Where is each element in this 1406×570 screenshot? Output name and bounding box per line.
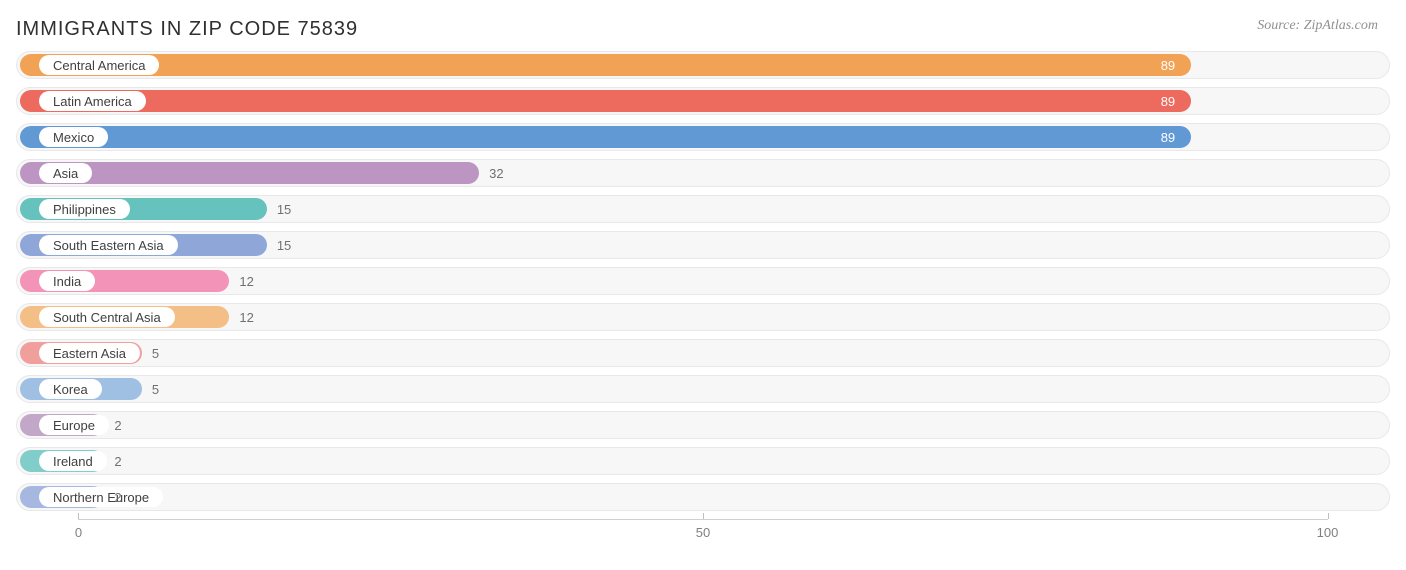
bar-value: 5 (152, 340, 159, 366)
bar-value: 5 (152, 376, 159, 402)
bar-row: Europe2 (16, 411, 1390, 439)
bar-row: Ireland 2 (16, 447, 1390, 475)
bar-row: Central America 89 (16, 51, 1390, 79)
bar-label: Asia (39, 163, 92, 183)
bar-fill (20, 54, 1191, 76)
axis-tick-label: 100 (1317, 525, 1339, 540)
chart-area: Central America 89 Latin America 89 Mexico 89… (0, 51, 1406, 549)
chart-header: IMMIGRANTS IN ZIP CODE 75839 Source: Zip… (0, 0, 1406, 51)
bar-label: Philippines (39, 199, 130, 219)
bar-value: 12 (239, 304, 253, 330)
bar-label: Mexico (39, 127, 108, 147)
axis-tick (78, 513, 79, 519)
bar-row: Eastern Asia 5 (16, 339, 1390, 367)
axis-tick (1328, 513, 1329, 519)
bars-container: Central America 89 Latin America 89 Mexico 89… (16, 51, 1390, 511)
bar-value: 89 (1161, 52, 1175, 78)
bar-label: Central America (39, 55, 159, 75)
bar-value: 2 (114, 412, 121, 438)
bar-value: 89 (1161, 124, 1175, 150)
bar-value: 89 (1161, 88, 1175, 114)
bar-label: South Eastern Asia (39, 235, 178, 255)
bar-label: Latin America (39, 91, 146, 111)
bar-row: Northern Europe2 (16, 483, 1390, 511)
axis-tick (703, 513, 704, 519)
bar-label: India (39, 271, 95, 291)
bar-label: Northern Europe (39, 487, 163, 507)
bar-value: 15 (277, 232, 291, 258)
bar-row: Korea 5 (16, 375, 1390, 403)
bar-row: South Central Asia 12 (16, 303, 1390, 331)
bar-value: 32 (489, 160, 503, 186)
bar-label: South Central Asia (39, 307, 175, 327)
bar-label: Europe (39, 415, 109, 435)
bar-value: 12 (239, 268, 253, 294)
bar-fill (20, 126, 1191, 148)
bar-row: Philippines 15 (16, 195, 1390, 223)
chart-source: Source: ZipAtlas.com (1257, 18, 1378, 34)
bar-label: Eastern Asia (39, 343, 140, 363)
x-axis: 0 50 100 (16, 519, 1390, 549)
bar-row: India 12 (16, 267, 1390, 295)
bar-fill (20, 90, 1191, 112)
chart-title: IMMIGRANTS IN ZIP CODE 75839 (16, 18, 358, 41)
bar-label: Korea (39, 379, 102, 399)
bar-row: South Eastern Asia 15 (16, 231, 1390, 259)
bar-value: 15 (277, 196, 291, 222)
bar-label: Ireland (39, 451, 107, 471)
bar-row: Mexico 89 (16, 123, 1390, 151)
bar-value: 2 (114, 448, 121, 474)
axis-tick-label: 0 (75, 525, 82, 540)
axis-tick-label: 50 (696, 525, 710, 540)
bar-row: Latin America 89 (16, 87, 1390, 115)
bar-value: 2 (114, 484, 121, 510)
bar-row: Asia 32 (16, 159, 1390, 187)
